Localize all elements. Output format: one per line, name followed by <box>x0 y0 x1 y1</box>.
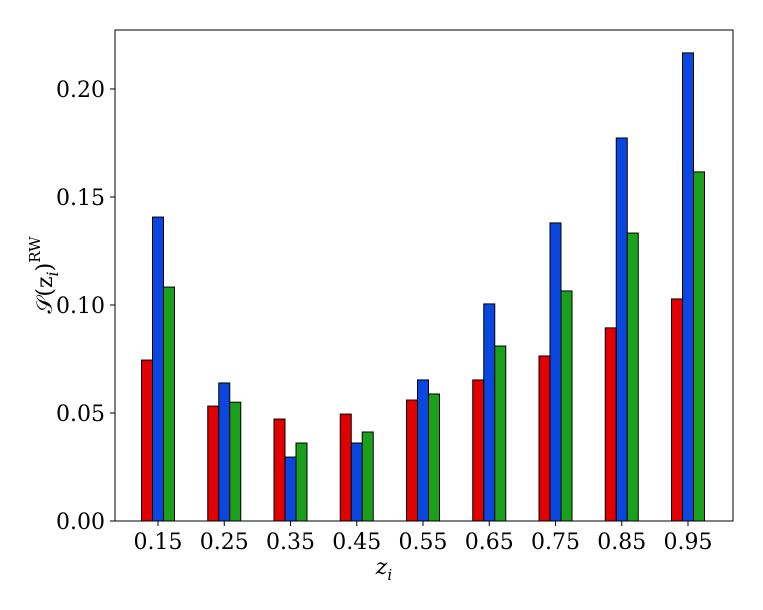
bar <box>671 298 683 522</box>
y-axis-label: 𝒮(zi)RW <box>26 236 62 314</box>
bar <box>483 303 496 522</box>
bar <box>494 345 507 522</box>
bar <box>207 405 220 522</box>
bar <box>361 431 374 522</box>
bar <box>339 413 352 522</box>
bar <box>273 418 286 522</box>
bar <box>218 382 231 522</box>
y-tick-label: 0.20 <box>56 78 105 103</box>
y-label-sup: RW <box>26 236 44 263</box>
bar <box>626 232 639 522</box>
bar <box>284 456 297 522</box>
y-label-sub: i <box>43 271 62 276</box>
bar <box>141 359 153 522</box>
bar <box>428 393 440 522</box>
bar <box>406 399 418 522</box>
bar <box>350 442 363 522</box>
x-tick-label: 0.75 <box>531 530 580 555</box>
bar <box>417 379 429 522</box>
y-tick-label: 0.15 <box>56 186 105 211</box>
x-tick-label: 0.55 <box>399 530 448 555</box>
bar <box>229 401 242 522</box>
x-tick-label: 0.15 <box>134 530 183 555</box>
x-axis-label: zi <box>375 555 393 584</box>
bar <box>152 216 164 522</box>
y-tick-label: 0.00 <box>56 510 105 535</box>
bar <box>295 442 308 522</box>
x-tick-label: 0.85 <box>597 530 646 555</box>
bar <box>604 327 617 522</box>
bar <box>549 222 562 522</box>
bar <box>163 286 175 522</box>
y-tick-label: 0.05 <box>56 402 105 427</box>
y-label-close: ) <box>33 263 58 272</box>
x-tick-label: 0.25 <box>200 530 249 555</box>
bar <box>560 290 573 522</box>
x-tick-label: 0.45 <box>332 530 381 555</box>
bar <box>615 137 628 522</box>
bar <box>693 171 705 522</box>
x-tick-label: 0.65 <box>465 530 514 555</box>
x-tick-label: 0.95 <box>664 530 713 555</box>
x-label-sub: i <box>387 566 392 584</box>
y-label-base: 𝒮(z <box>33 276 58 313</box>
bar <box>538 355 551 522</box>
y-tick-label: 0.10 <box>56 294 105 319</box>
x-label-base: z <box>375 555 388 580</box>
bar <box>682 52 694 522</box>
x-tick-label: 0.35 <box>266 530 315 555</box>
bar <box>472 379 485 522</box>
